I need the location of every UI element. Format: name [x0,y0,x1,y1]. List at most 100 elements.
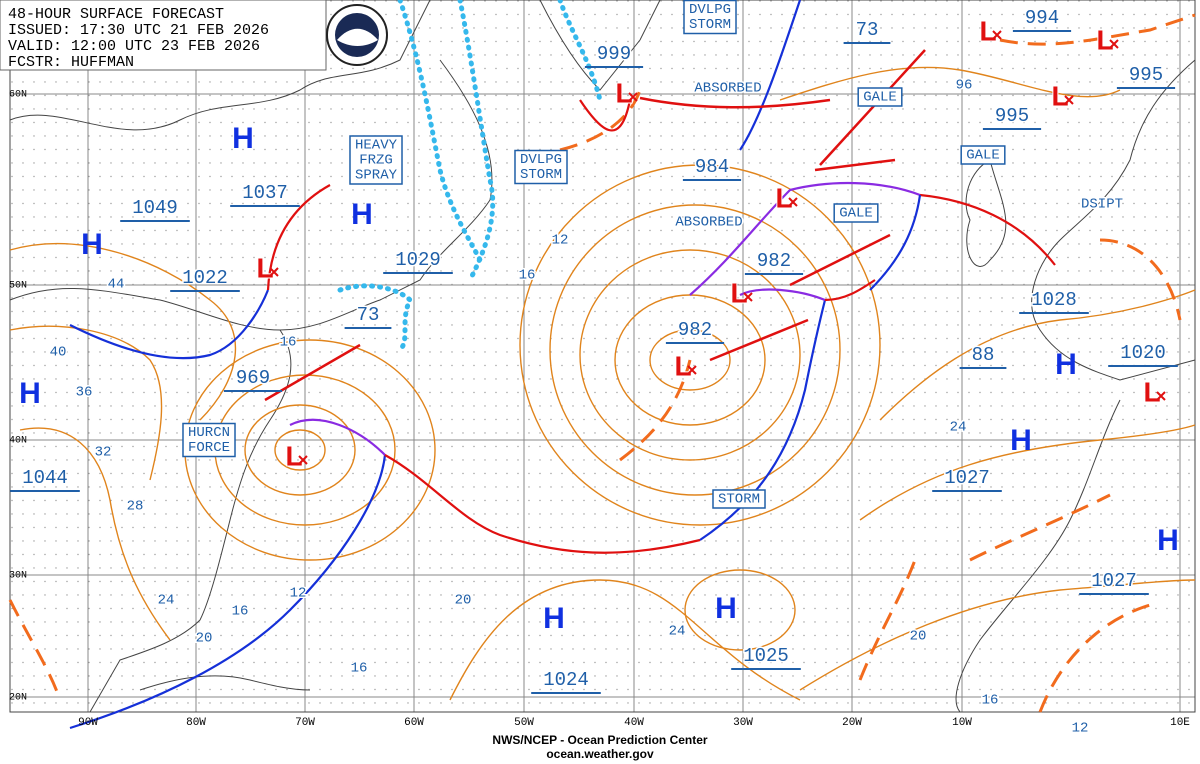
low-center: L [1096,24,1113,55]
contour-label: 20 [455,593,472,609]
lon-label: 50W [514,717,534,729]
contour-label: 20 [196,631,213,647]
ice-edge [337,0,603,353]
warning-box [514,149,568,185]
low-x-mark [1109,39,1119,49]
pressure-label: 982 [678,319,712,341]
low-x-mark [743,292,753,302]
map-frame [9,0,1196,713]
header-line: ISSUED: 17:30 UTC 21 FEB 2026 [8,22,269,39]
header-line: 48-HOUR SURFACE FORECAST [8,6,224,23]
lon-label: 30W [733,717,753,729]
contour-label: 16 [280,335,297,351]
contour-label: 16 [982,693,999,709]
contour-label: 32 [95,445,112,461]
wave-height-max [8,13,1196,713]
warning-text: STORM [520,167,562,183]
contour-label: 96 [956,78,973,94]
pressure-label: 1020 [1120,342,1166,364]
contour-label: 24 [158,593,175,609]
note: ABSORBED [694,81,761,97]
footer-line: ocean.weather.gov [546,747,654,761]
warning-box [182,422,236,458]
pressure-label: 1024 [543,669,589,691]
contour-label: 40 [50,345,67,361]
pressure-label: 88 [972,344,995,366]
pressure-label: 1037 [242,182,288,204]
warning-text: DVLPG [520,152,562,168]
contour-label: 20 [910,629,927,645]
high-center: H [19,377,41,410]
contour-label: 16 [351,661,368,677]
pressure-label: 1025 [743,645,789,667]
note: ABSORBED [675,215,742,231]
lat-label: 30N [9,571,27,582]
lon-label: 80W [186,717,206,729]
pressure-label: 1022 [182,267,228,289]
pressure-label: 984 [695,156,729,178]
high-center: H [1055,348,1077,381]
low-center: L [615,77,632,108]
low-center: L [674,350,691,381]
low-center: L [979,15,996,46]
low-x-mark [788,197,798,207]
warning-text: GALE [863,90,897,106]
contour-label: 44 [108,277,125,293]
contour-label: 24 [950,420,967,436]
warning-text: STORM [689,17,731,33]
warning-box [683,0,737,35]
lat-label: 20N [9,693,27,704]
pressure-label: 995 [1129,64,1163,86]
warning-box [960,145,1006,165]
warning-box [857,87,903,107]
header-box [0,0,327,71]
low-center: L [256,252,273,283]
warning-text: STORM [718,492,760,508]
pressure-label: 1029 [395,249,441,271]
warning-text: GALE [966,148,1000,164]
warning-text: HURCN [188,425,230,441]
pressure-label: 982 [757,250,791,272]
contour-label: 16 [232,604,249,620]
lon-label: 60W [404,717,424,729]
contour-label: 12 [552,233,569,249]
warning-text: FRZG [359,153,393,169]
contour-label: 12 [290,586,307,602]
low-x-mark [687,365,697,375]
pressure-label: 995 [995,105,1029,127]
coastlines [9,0,1196,713]
warning-box [712,489,766,509]
high-center: H [715,592,737,625]
warning-text: GALE [839,206,873,222]
footer-line: NWS/NCEP - Ocean Prediction Center [492,733,707,747]
warning-text: SPRAY [355,168,398,184]
contour-label: 12 [1072,721,1089,737]
low-x-mark [1064,95,1074,105]
pressure-label: 994 [1025,7,1059,29]
high-center: H [1010,424,1032,457]
header-line: VALID: 12:00 UTC 23 FEB 2026 [8,38,260,55]
warning-box [833,203,879,223]
lat-label: 60N [9,90,27,101]
pressure-label: 1028 [1031,289,1077,311]
low-x-mark [992,30,1002,40]
pressure-label: 1027 [1091,570,1137,592]
contour-label: 36 [76,385,93,401]
warning-text: FORCE [188,440,230,456]
contour-label: 28 [127,499,144,515]
lon-label: 10W [952,717,972,729]
low-x-mark [1156,391,1166,401]
high-center: H [1157,524,1179,557]
low-center: L [285,440,302,471]
note: DSIPT [1081,197,1123,213]
pressure-label: 73 [856,19,879,41]
low-x-mark [269,267,279,277]
warning-text: DVLPG [689,2,731,18]
warning-text: HEAVY [355,138,398,154]
noaa-logo [326,4,388,66]
pressure-label: 999 [597,43,631,65]
high-center: H [351,198,373,231]
pressure-label: 1027 [944,467,990,489]
